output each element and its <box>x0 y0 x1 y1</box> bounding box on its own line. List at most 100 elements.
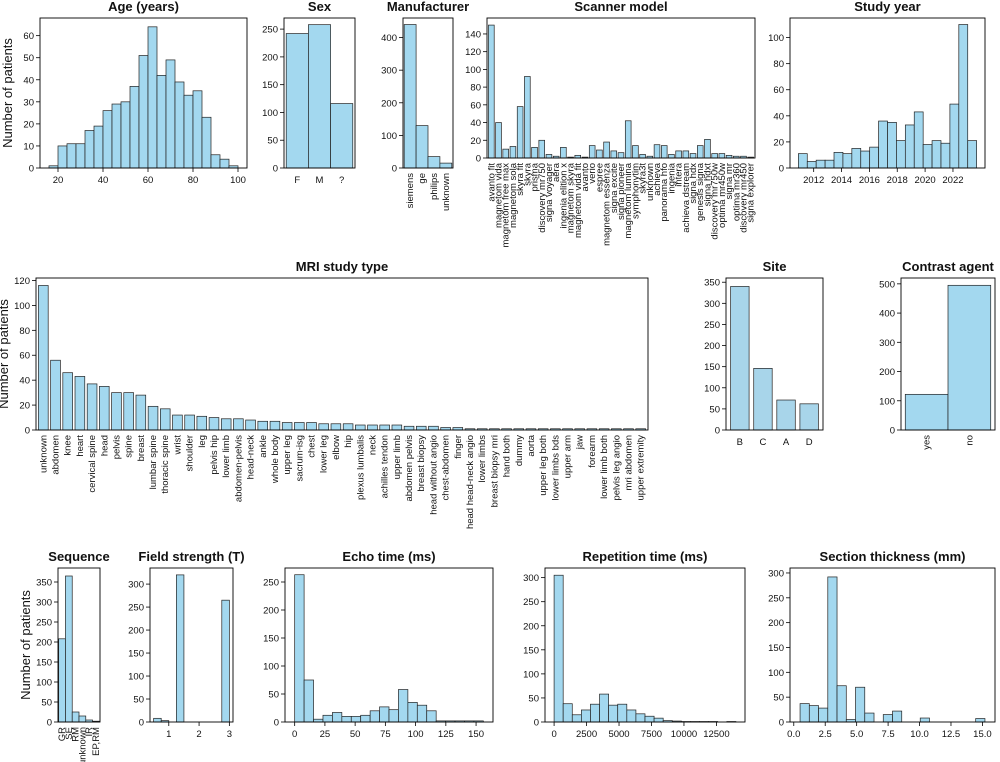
histogram-bar <box>156 75 167 169</box>
histogram-bar <box>887 121 897 169</box>
histogram-bar <box>798 153 808 169</box>
histogram-bar <box>66 143 77 169</box>
y-tick-label: 10 <box>23 141 34 152</box>
y-tick-label: 150 <box>128 649 144 660</box>
y-tick-label: 50 <box>267 136 278 147</box>
bar <box>184 414 195 431</box>
x-tick-label: IR <box>84 727 95 737</box>
bar <box>86 383 98 431</box>
y-tick-label: 50 <box>773 693 784 704</box>
bar <box>697 145 704 159</box>
y-tick-label: 60 <box>773 85 784 96</box>
histogram-bar <box>350 716 362 723</box>
bar <box>342 423 354 431</box>
x-tick-label: 125 <box>438 729 454 740</box>
histogram-bar <box>398 689 409 723</box>
x-tick-label: discovery mr450 <box>738 163 749 233</box>
y-tick-label: 300 <box>36 598 52 609</box>
chart-title: Section thickness (mm) <box>820 549 966 564</box>
histogram-bar <box>815 159 826 169</box>
y-tick-label: 100 <box>465 65 481 76</box>
y-tick-label: 0 <box>29 164 34 175</box>
y-tick-label: 400 <box>879 309 895 320</box>
histogram-bar <box>57 145 68 169</box>
bar <box>135 394 147 431</box>
x-tick-label: abdomen pelvis <box>404 435 415 502</box>
x-tick-label: upper leg both <box>538 435 549 496</box>
x-tick-label: lower limbs bds <box>550 435 561 501</box>
x-tick-label: wrist <box>172 435 183 456</box>
x-tick-label: SE <box>64 727 75 740</box>
bar <box>58 638 66 723</box>
y-tick-label: 500 <box>879 279 895 290</box>
bar <box>531 147 538 159</box>
histogram-bar <box>864 712 875 723</box>
x-tick-label: head <box>99 435 110 456</box>
y-tick-label: 0 <box>139 718 144 729</box>
histogram-bar <box>851 148 862 169</box>
y-tick-label: 200 <box>381 98 397 109</box>
x-tick-label: dummy <box>514 435 525 466</box>
x-tick-label: forearm <box>587 435 598 468</box>
x-tick-label: skyra <box>522 162 533 185</box>
histogram-bar <box>626 709 637 723</box>
bar <box>318 423 329 431</box>
histogram-bar <box>919 717 930 723</box>
histogram-bar <box>896 140 906 169</box>
histogram-bar <box>808 705 819 723</box>
bar <box>730 286 750 431</box>
y-tick-label: 20 <box>19 401 30 412</box>
histogram-bar <box>949 103 960 169</box>
x-tick-label: 2018 <box>887 175 908 186</box>
bar <box>62 372 73 431</box>
plot-frame <box>283 17 356 169</box>
x-tick-label: magnetom vida fit <box>573 163 584 238</box>
x-tick-label: signa pioneer <box>616 163 627 220</box>
chart-title: Scanner model <box>574 0 667 14</box>
x-tick-label: mri abdomen <box>623 435 634 490</box>
x-tick-label: 80 <box>188 175 199 186</box>
y-tick-label: 50 <box>528 693 539 704</box>
x-tick-label: 25 <box>320 729 331 740</box>
histogram-bar <box>93 125 104 169</box>
y-tick-label: 100 <box>14 301 30 312</box>
bar <box>689 153 697 159</box>
y-tick-label: 100 <box>523 669 539 680</box>
y-tick-label: 150 <box>263 634 279 645</box>
y-tick-label: 120 <box>14 276 30 287</box>
y-tick-label: 100 <box>381 131 397 142</box>
bar <box>524 76 531 159</box>
x-tick-label: lower limb both <box>599 435 610 499</box>
x-tick-label: 12500 <box>703 729 729 740</box>
x-tick-label: magnetom vida <box>494 162 505 228</box>
x-tick-label: ingenia elition x <box>558 163 569 229</box>
x-tick-label: head-neck <box>246 435 257 480</box>
x-tick-label: whole body <box>270 435 281 484</box>
y-tick-label: 250 <box>768 593 784 604</box>
y-tick-label: 300 <box>768 568 784 579</box>
y-tick-label: 400 <box>381 33 397 44</box>
histogram-bar <box>174 81 185 169</box>
bar <box>306 422 317 431</box>
x-tick-label: EP,RM <box>91 727 102 756</box>
histogram-bar <box>860 150 871 169</box>
x-tick-label: ankle <box>258 435 269 458</box>
chart-title: Field strength (T) <box>138 549 244 564</box>
x-tick-label: C <box>760 437 767 448</box>
x-tick-label: lower limbs <box>477 435 488 483</box>
bar <box>379 424 390 431</box>
bar <box>111 392 122 431</box>
histogram-bar <box>341 716 352 723</box>
x-tick-label: achieva dstream <box>681 163 692 233</box>
y-tick-label: 200 <box>128 626 144 637</box>
y-tick-label: 300 <box>704 299 720 310</box>
bar <box>718 153 726 159</box>
histogram-bar <box>201 116 212 169</box>
x-tick-label: signa explorer <box>746 163 757 223</box>
bar <box>668 154 675 159</box>
y-tick-label: 200 <box>263 606 279 617</box>
bar <box>947 284 992 431</box>
x-tick-label: discovery mr750w <box>710 163 721 240</box>
bar <box>367 424 378 431</box>
